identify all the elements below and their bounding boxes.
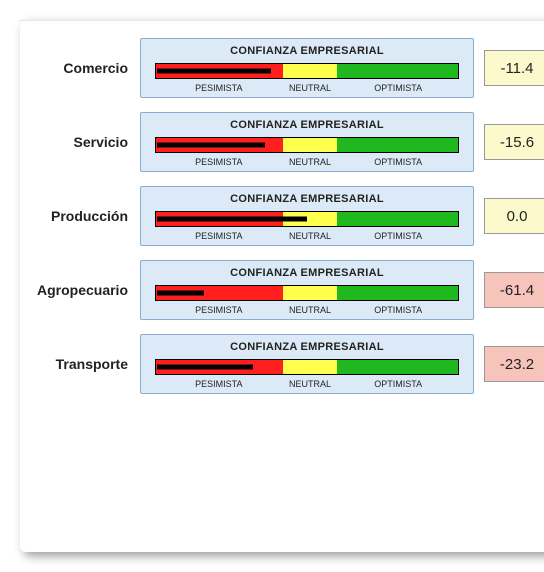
gauge-needle xyxy=(157,69,271,74)
sector-row: Servicio CONFIANZA EMPRESARIAL PESIMISTANE… xyxy=(30,112,544,172)
zone-labels: PESIMISTANEUTRALOPTIMISTA xyxy=(155,157,459,167)
zone-labels: PESIMISTANEUTRALOPTIMISTA xyxy=(155,231,459,241)
zone-neutral xyxy=(283,138,337,152)
sector-label: Servicio xyxy=(30,134,132,150)
sector-row: Producción CONFIANZA EMPRESARIAL PESIMISTA… xyxy=(30,186,544,246)
gauge-title: CONFIANZA EMPRESARIAL xyxy=(151,193,463,205)
gauge-needle xyxy=(157,217,307,222)
gauge-card: CONFIANZA EMPRESARIAL PESIMISTANEUTRALOPT… xyxy=(140,38,474,98)
zone-label-pesimista: PESIMISTA xyxy=(155,157,283,167)
gauge-title: CONFIANZA EMPRESARIAL xyxy=(151,267,463,279)
sector-row: Agropecuario CONFIANZA EMPRESARIAL PESIMIS… xyxy=(30,260,544,320)
gauge-bar xyxy=(155,63,459,79)
zone-label-pesimista: PESIMISTA xyxy=(155,231,283,241)
zone-label-neutral: NEUTRAL xyxy=(283,379,338,389)
zone-labels: PESIMISTANEUTRALOPTIMISTA xyxy=(155,379,459,389)
gauge-card: CONFIANZA EMPRESARIAL PESIMISTANEUTRALOPT… xyxy=(140,186,474,246)
gauge-needle xyxy=(157,291,204,296)
sector-row: Comercio CONFIANZA EMPRESARIAL PESIMISTANE… xyxy=(30,38,544,98)
zone-neutral xyxy=(283,64,337,78)
zone-neutral xyxy=(283,360,337,374)
gauge-bar xyxy=(155,211,459,227)
zone-label-neutral: NEUTRAL xyxy=(283,231,338,241)
value-box: -23.2 xyxy=(484,346,544,382)
zone-label-optimista: OPTIMISTA xyxy=(337,305,459,315)
zone-labels: PESIMISTANEUTRALOPTIMISTA xyxy=(155,305,459,315)
zone-optimista xyxy=(337,286,458,300)
zone-optimista xyxy=(337,138,458,152)
value-box: -15.6 xyxy=(484,124,544,160)
zone-labels: PESIMISTANEUTRALOPTIMISTA xyxy=(155,83,459,93)
sector-row: Transporte CONFIANZA EMPRESARIAL PESIMISTA… xyxy=(30,334,544,394)
sector-label: Comercio xyxy=(30,60,132,76)
gauge-bar xyxy=(155,137,459,153)
gauge-needle xyxy=(157,365,253,370)
sector-label: Transporte xyxy=(30,356,132,372)
zone-optimista xyxy=(337,64,458,78)
zone-label-optimista: OPTIMISTA xyxy=(337,231,459,241)
gauge-needle xyxy=(157,143,265,148)
zone-optimista xyxy=(337,212,458,226)
gauge-card: CONFIANZA EMPRESARIAL PESIMISTANEUTRALOPT… xyxy=(140,112,474,172)
sector-label: Producción xyxy=(30,208,132,224)
value-box: -11.4 xyxy=(484,50,544,86)
zone-label-optimista: OPTIMISTA xyxy=(337,83,459,93)
gauge-bar xyxy=(155,359,459,375)
sector-label: Agropecuario xyxy=(30,282,132,298)
gauge-card: CONFIANZA EMPRESARIAL PESIMISTANEUTRALOPT… xyxy=(140,260,474,320)
gauge-card: CONFIANZA EMPRESARIAL PESIMISTANEUTRALOPT… xyxy=(140,334,474,394)
zone-optimista xyxy=(337,360,458,374)
zone-label-pesimista: PESIMISTA xyxy=(155,83,283,93)
dashboard-frame: ComercioCONFIANZA EMPRESARIALPESIMISTANE… xyxy=(20,20,544,552)
zone-label-neutral: NEUTRAL xyxy=(283,83,338,93)
zone-neutral xyxy=(283,286,337,300)
zone-label-pesimista: PESIMISTA xyxy=(155,379,283,389)
zone-label-neutral: NEUTRAL xyxy=(283,305,338,315)
zone-label-pesimista: PESIMISTA xyxy=(155,305,283,315)
gauge-title: CONFIANZA EMPRESARIAL xyxy=(151,119,463,131)
value-box: 0.0 xyxy=(484,198,544,234)
zone-label-neutral: NEUTRAL xyxy=(283,157,338,167)
gauge-title: CONFIANZA EMPRESARIAL xyxy=(151,341,463,353)
gauge-bar xyxy=(155,285,459,301)
value-box: -61.4 xyxy=(484,272,544,308)
zone-label-optimista: OPTIMISTA xyxy=(337,157,459,167)
zone-label-optimista: OPTIMISTA xyxy=(337,379,459,389)
gauge-title: CONFIANZA EMPRESARIAL xyxy=(151,45,463,57)
